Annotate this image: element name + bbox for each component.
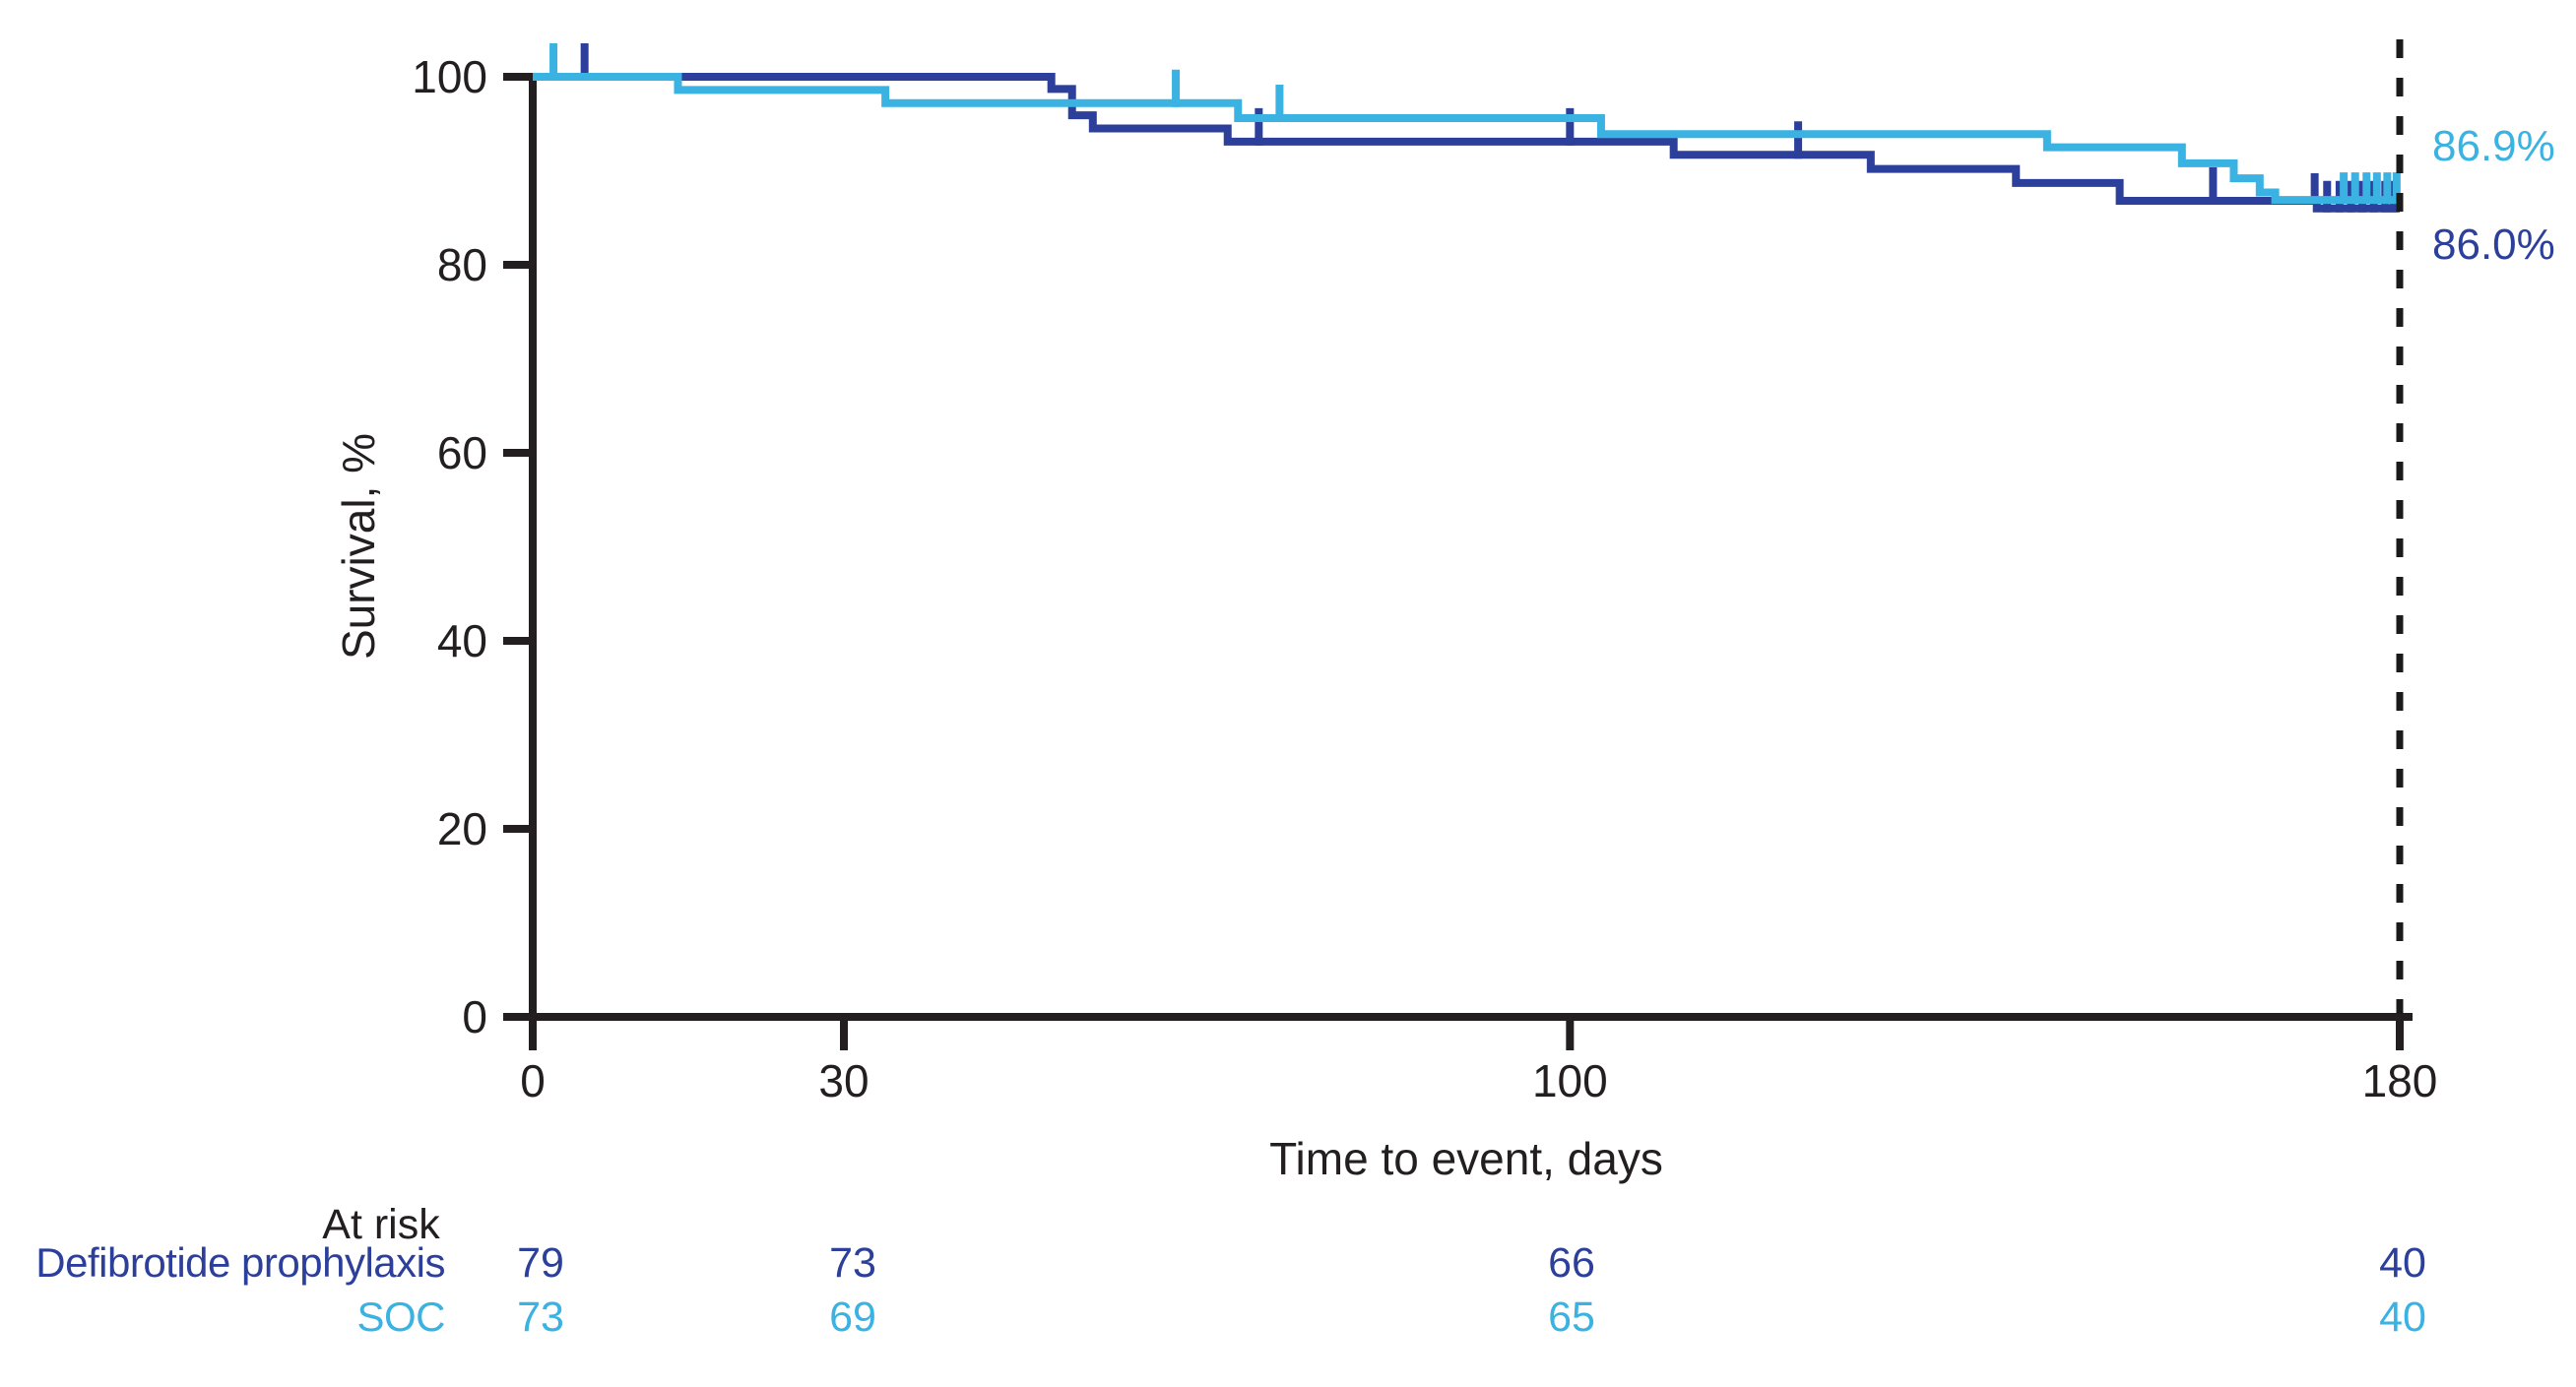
defibrotide-final-percent-label: 86.0%: [2432, 221, 2555, 269]
at-risk-count-defibrotide-day30: 73: [829, 1239, 876, 1287]
at-risk-count-soc-day0: 73: [517, 1293, 564, 1341]
x-tick-label: 100: [1531, 1055, 1608, 1106]
at-risk-count-defibrotide-day180: 40: [2379, 1239, 2426, 1287]
at-risk-count-soc-day30: 69: [829, 1293, 876, 1341]
y-tick-label: 40: [436, 615, 487, 666]
x-tick-label: 180: [2361, 1055, 2438, 1106]
at-risk-row-label-soc: SOC: [356, 1293, 445, 1340]
x-tick-label: 30: [818, 1055, 869, 1106]
soc-final-percent-label: 86.9%: [2432, 122, 2555, 170]
at-risk-count-soc-day100: 65: [1548, 1293, 1595, 1341]
y-tick-label: 80: [436, 239, 487, 290]
at-risk-header: At risk: [322, 1201, 440, 1248]
km-curve-soc: [533, 73, 2400, 205]
x-tick-label: 0: [520, 1055, 546, 1106]
y-tick-label: 0: [462, 991, 487, 1042]
at-risk-count-defibrotide-day100: 66: [1548, 1239, 1595, 1287]
at-risk-count-defibrotide-day0: 79: [517, 1239, 564, 1287]
y-tick-label: 60: [436, 427, 487, 478]
km-curve-defibrotide: [533, 73, 2400, 213]
at-risk-count-soc-day180: 40: [2379, 1293, 2426, 1341]
y-tick-label: 100: [412, 51, 487, 102]
at-risk-row-label-defibrotide: Defibrotide prophylaxis: [35, 1239, 445, 1286]
y-tick-label: 20: [436, 803, 487, 854]
x-axis-title: Time to event, days: [1269, 1133, 1663, 1184]
